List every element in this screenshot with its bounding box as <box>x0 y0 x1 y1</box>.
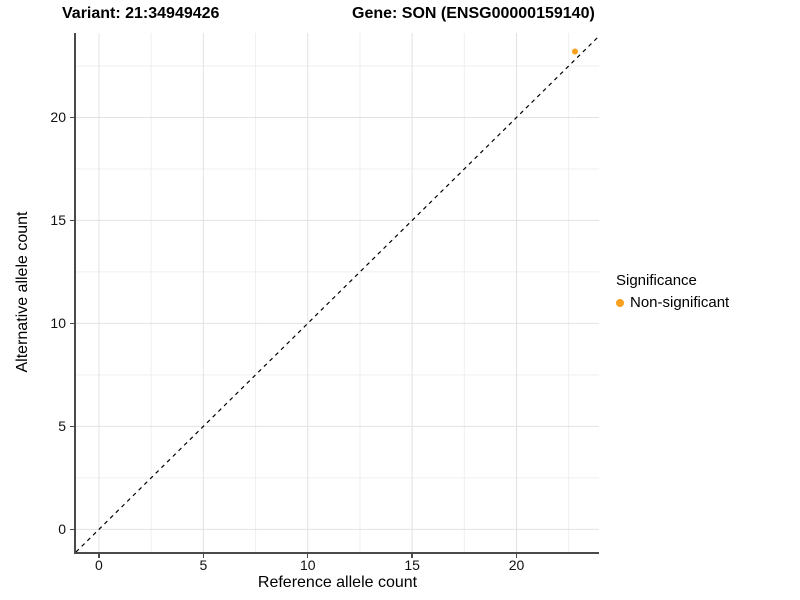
x-tick-label: 5 <box>199 557 208 573</box>
x-tick-mark <box>202 554 205 558</box>
y-tick-label: 20 <box>50 109 66 126</box>
x-tick-mark <box>411 554 413 558</box>
plot-title-gene: Gene: SON (ENSG00000159140) <box>352 5 595 22</box>
plot-panel <box>74 33 599 554</box>
x-tick-label: 10 <box>299 557 316 573</box>
legend-item-label: Non-significant <box>630 294 730 311</box>
y-tick-label: 0 <box>58 521 66 538</box>
x-tick-mark <box>98 554 100 558</box>
data-point <box>571 48 578 55</box>
y-axis-title: Alternative allele count <box>14 211 31 373</box>
y-tick-mark <box>70 219 74 222</box>
x-tick-label: 15 <box>404 557 420 573</box>
legend-item-non-significant: Non-significant <box>616 294 729 311</box>
x-tick-label: 20 <box>508 557 525 573</box>
y-tick-mark <box>70 528 74 531</box>
x-tick-label: 0 <box>95 557 103 573</box>
x-tick-mark <box>515 554 518 558</box>
y-tick-mark <box>70 116 74 119</box>
x-tick-mark <box>306 554 309 558</box>
plot-title-variant: Variant: 21:34949426 <box>62 5 220 22</box>
x-axis-title: Reference allele count <box>257 574 418 591</box>
y-tick-label: 5 <box>58 418 66 435</box>
legend: Significance Non-significant <box>616 272 729 311</box>
legend-title: Significance <box>616 272 697 289</box>
scatter-plot-canvas <box>76 33 599 552</box>
legend-key-dot-icon <box>616 298 624 307</box>
y-tick-mark <box>70 322 74 325</box>
y-tick-label: 10 <box>50 315 66 332</box>
identity-dashed-line <box>76 35 599 552</box>
y-tick-mark <box>70 425 74 428</box>
y-tick-label: 15 <box>50 212 66 229</box>
